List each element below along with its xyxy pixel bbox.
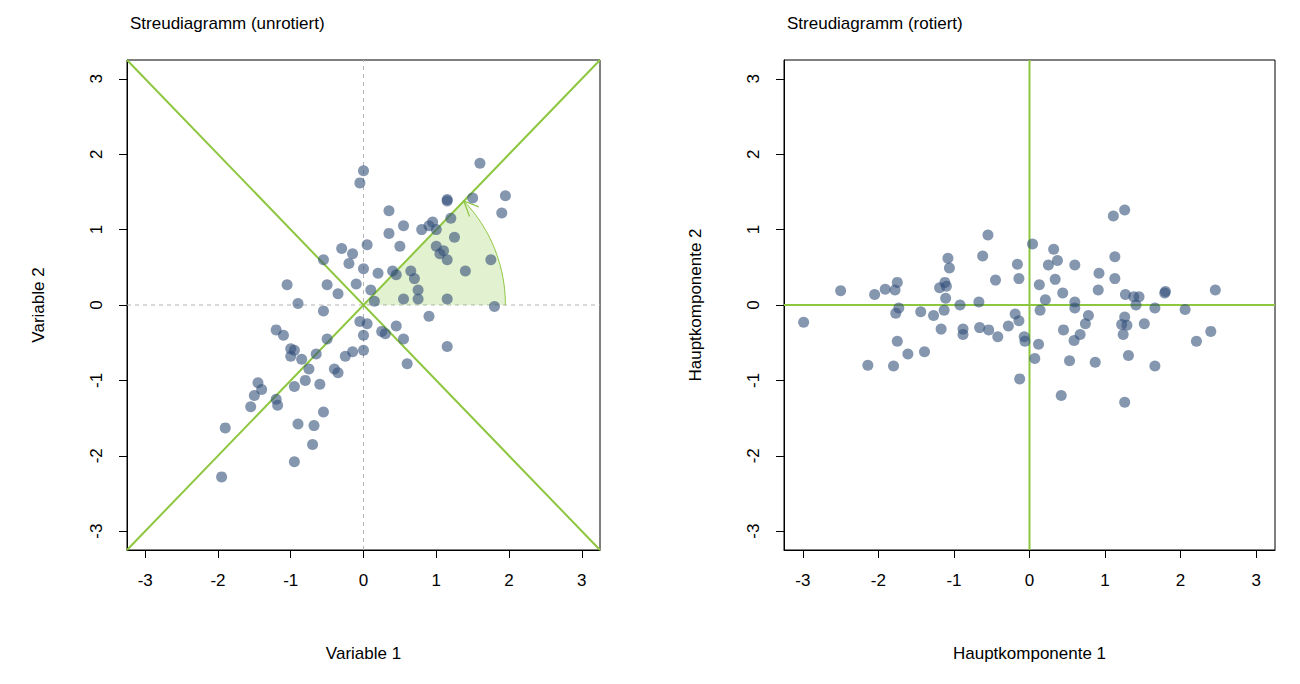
svg-text:Variable 2: Variable 2	[29, 267, 48, 342]
svg-text:0: 0	[87, 300, 106, 309]
svg-text:3: 3	[577, 571, 586, 590]
svg-text:-2: -2	[871, 571, 886, 590]
svg-text:-3: -3	[138, 571, 153, 590]
svg-text:-2: -2	[744, 448, 763, 463]
svg-text:1: 1	[432, 571, 441, 590]
svg-text:Hauptkomponente 2: Hauptkomponente 2	[686, 228, 705, 381]
svg-text:2: 2	[1176, 571, 1185, 590]
svg-text:0: 0	[359, 571, 368, 590]
svg-text:-1: -1	[283, 571, 298, 590]
svg-text:-3: -3	[795, 571, 810, 590]
svg-text:-1: -1	[946, 571, 961, 590]
svg-text:0: 0	[1025, 571, 1034, 590]
svg-text:1: 1	[1100, 571, 1109, 590]
svg-text:1: 1	[87, 225, 106, 234]
svg-text:Variable 1: Variable 1	[326, 644, 401, 663]
svg-text:Hauptkomponente 1: Hauptkomponente 1	[953, 644, 1106, 663]
svg-text:-3: -3	[744, 524, 763, 539]
svg-text:-3: -3	[87, 524, 106, 539]
svg-text:-1: -1	[744, 373, 763, 388]
svg-text:1: 1	[744, 225, 763, 234]
svg-text:3: 3	[87, 74, 106, 83]
svg-text:3: 3	[744, 74, 763, 83]
svg-text:3: 3	[1251, 571, 1260, 590]
svg-text:2: 2	[504, 571, 513, 590]
svg-text:2: 2	[744, 149, 763, 158]
svg-text:-2: -2	[87, 448, 106, 463]
svg-text:Streudiagramm (rotiert): Streudiagramm (rotiert)	[787, 14, 963, 33]
svg-text:-2: -2	[210, 571, 225, 590]
svg-text:2: 2	[87, 149, 106, 158]
svg-text:-1: -1	[87, 373, 106, 388]
svg-text:Streudiagramm (unrotiert): Streudiagramm (unrotiert)	[130, 14, 325, 33]
svg-text:0: 0	[744, 300, 763, 309]
